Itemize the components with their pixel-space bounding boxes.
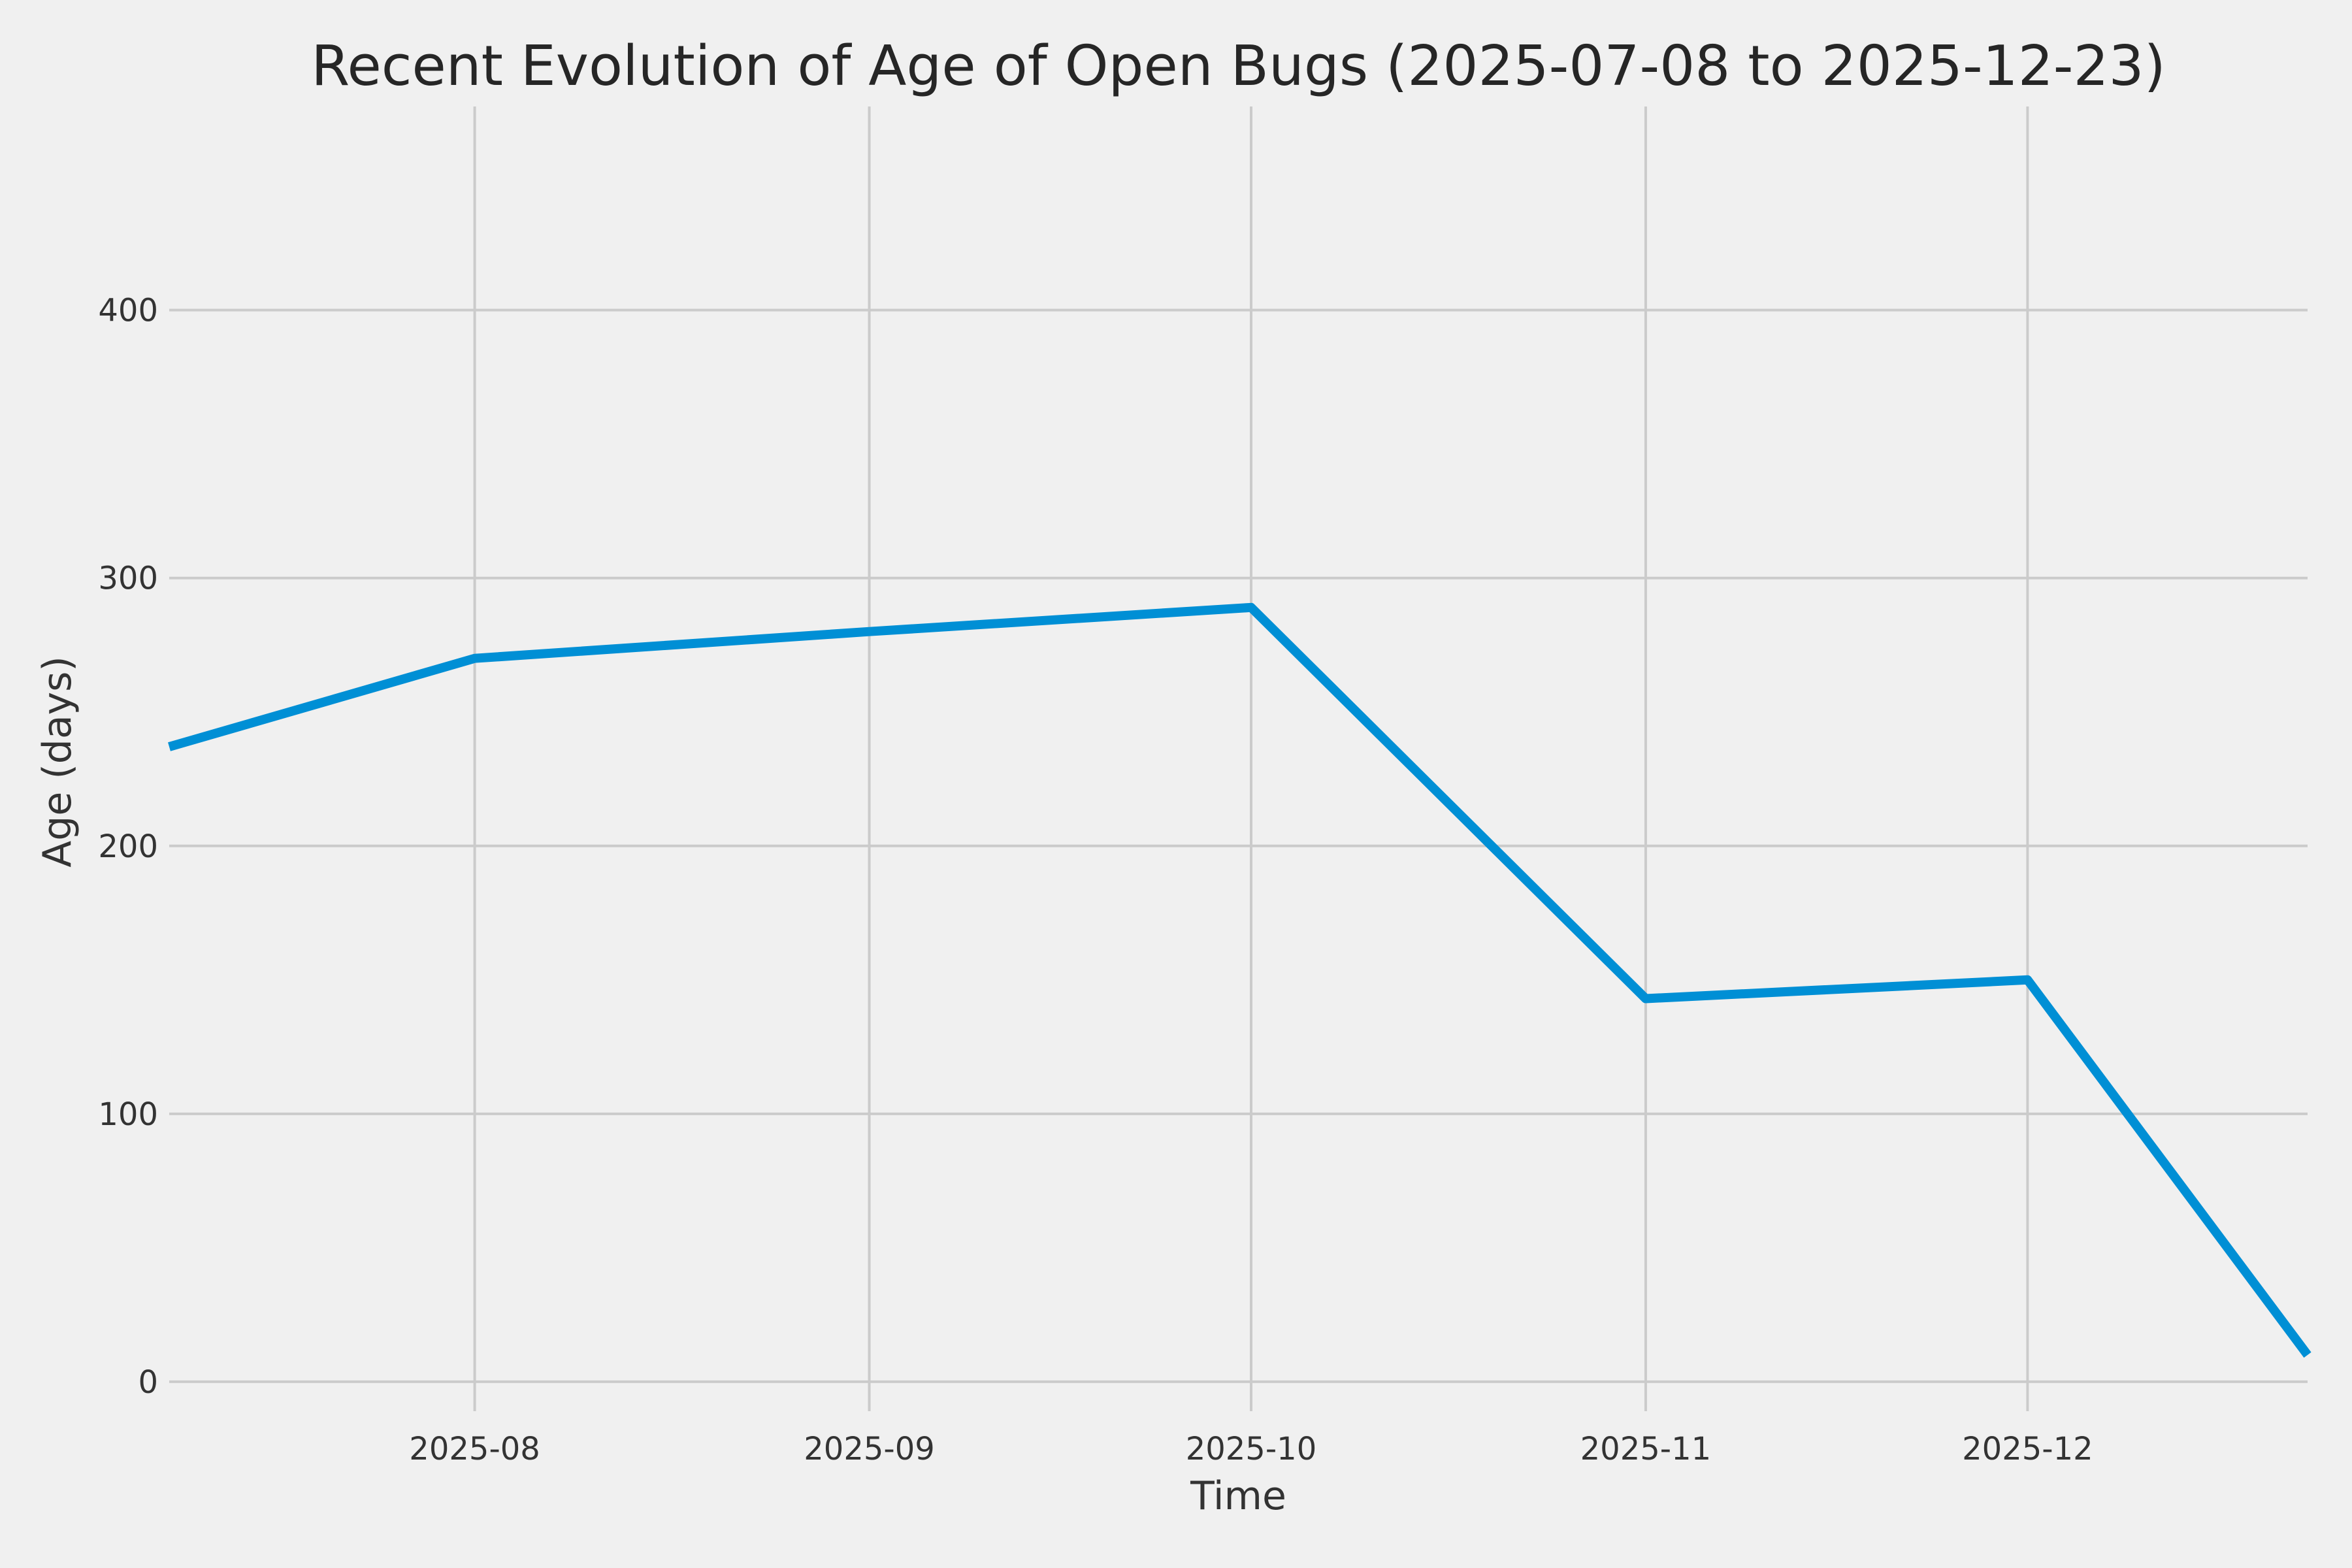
chart-title: Recent Evolution of Age of Open Bugs (20… (311, 34, 2166, 99)
x-tick-label: 2025-09 (804, 1431, 935, 1467)
y-tick-label: 200 (98, 828, 158, 865)
y-tick-label: 300 (98, 561, 158, 597)
y-axis-label: Age (days) (35, 656, 80, 868)
data-line (168, 602, 2311, 1358)
x-axis-label: Time (1190, 1473, 1286, 1519)
x-tick-label: 2025-12 (1962, 1431, 2093, 1467)
y-tick-label: 400 (98, 293, 158, 329)
x-tick-label: 2025-08 (409, 1431, 540, 1467)
y-tick-label: 0 (138, 1364, 158, 1401)
y-tick-label: 100 (98, 1096, 158, 1133)
x-tick-label: 2025-10 (1186, 1431, 1317, 1467)
x-tick-label: 2025-11 (1580, 1431, 1712, 1467)
